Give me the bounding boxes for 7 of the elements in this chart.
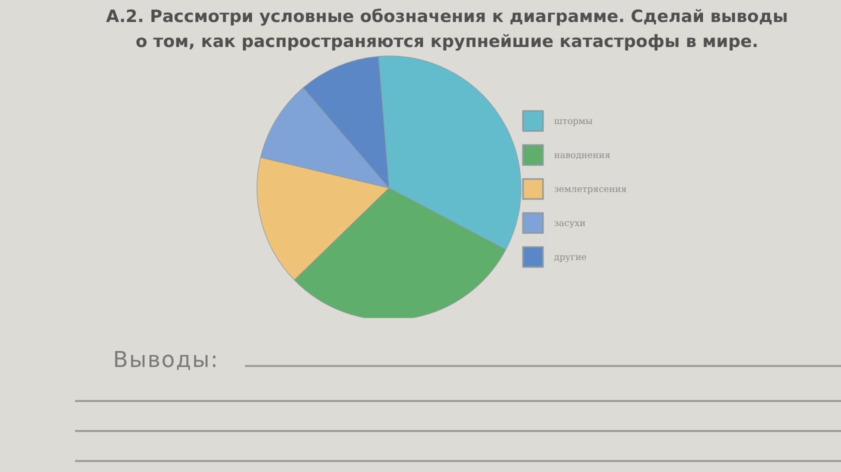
text: Выводы: (113, 348, 219, 373)
legend-label: штормы (554, 117, 593, 127)
legend-label: землетрясения (554, 185, 628, 195)
legend-label: наводнения (554, 151, 611, 161)
legend-label: засухи (554, 219, 586, 229)
legend-label: другие (554, 253, 587, 263)
chart-title: А.2. Рассмотри условные обозначения к диаграмме. Сделай выводы о том, как распространяются крупнейшие катастрофы в мире. (106, 6, 788, 52)
